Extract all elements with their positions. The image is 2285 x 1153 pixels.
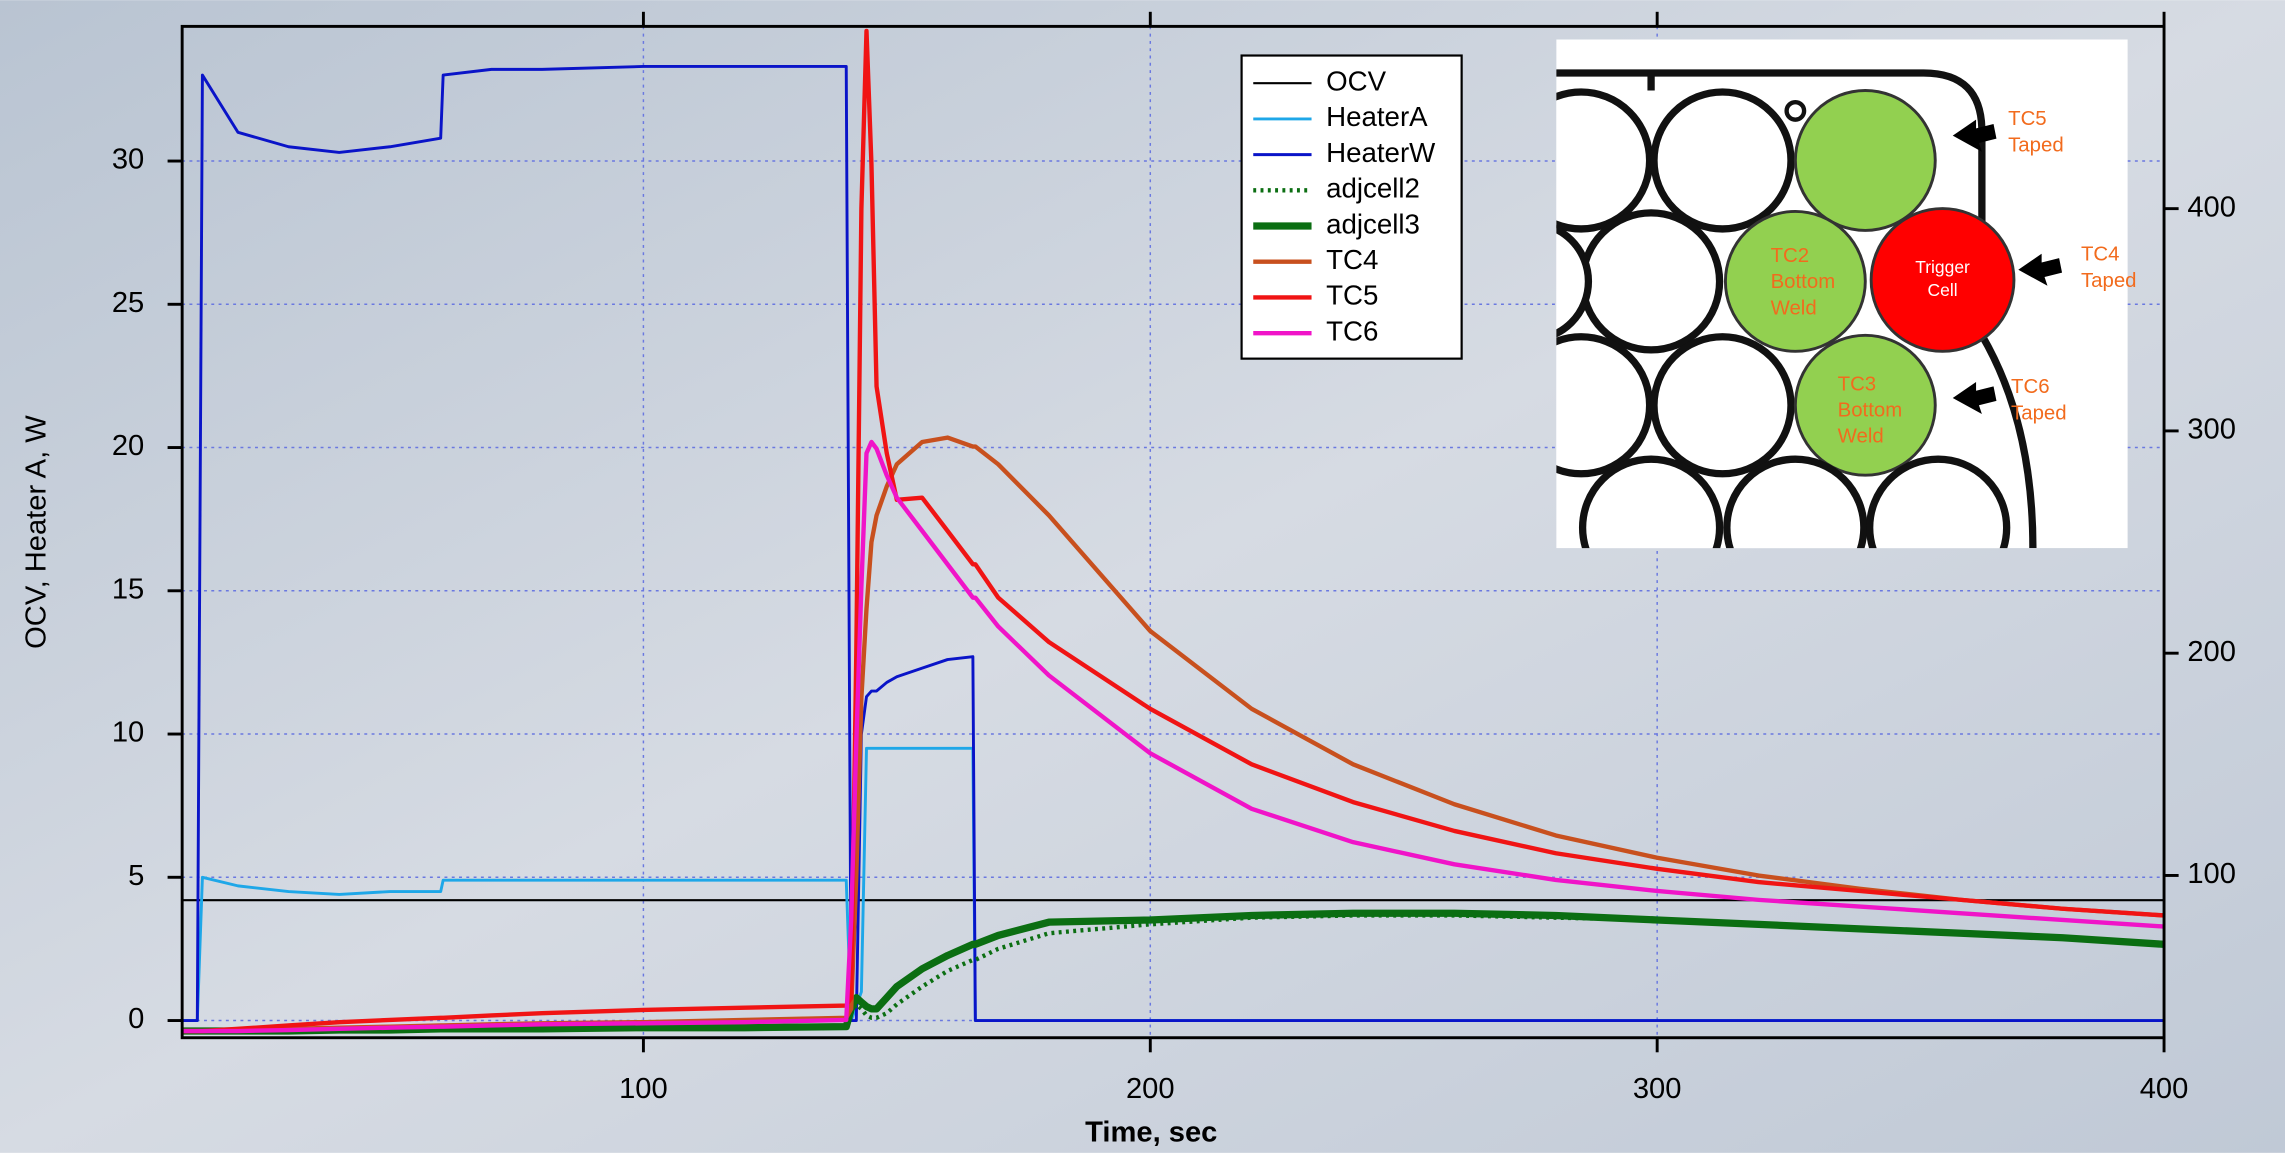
x-tick-label: 400 — [2140, 1073, 2189, 1105]
plot-lines — [182, 28, 2165, 1035]
arrow — [1952, 381, 1997, 415]
cell — [1578, 455, 1724, 549]
trigger-cell — [1869, 207, 2016, 353]
series-line — [182, 64, 2165, 1022]
inset-label: Bottom — [1771, 271, 1836, 293]
y-axis-label: OCV, Heater A, W — [21, 415, 53, 649]
cell-array — [1556, 69, 2037, 549]
inset-label: TC6 — [2011, 376, 2050, 398]
inset-label: Taped — [2081, 270, 2137, 292]
arrow — [2018, 253, 2063, 286]
cell — [1556, 225, 1593, 338]
y-tick-label: 10 — [112, 717, 144, 749]
inset-label: Weld — [1771, 297, 1817, 319]
cell — [1556, 333, 1654, 478]
x-tick-label: 200 — [1126, 1073, 1175, 1105]
x-axis-label: Time, sec — [1085, 1117, 1217, 1149]
cell-tc3 — [1793, 333, 1937, 477]
connector — [1784, 99, 1807, 122]
inset-label: TC5 — [2008, 108, 2047, 130]
y-tick-label: 15 — [112, 573, 144, 605]
cell — [1578, 209, 1724, 354]
y-tick-label: 5 — [128, 860, 144, 892]
y2-tick-label: 200 — [2187, 636, 2236, 668]
inset-diagram — [1556, 39, 2128, 549]
legend-label: HeaterA — [1326, 101, 1428, 132]
arrow — [1952, 119, 1997, 152]
legend-label: TC4 — [1326, 244, 1378, 275]
y-tick-label: 0 — [128, 1003, 144, 1035]
cell — [1723, 455, 1868, 549]
cell-tc5 — [1793, 89, 1937, 232]
series-line — [182, 439, 2165, 1034]
y-tick-label: 20 — [112, 430, 144, 462]
inset-label: TC2 — [1771, 245, 1810, 267]
legend-box — [1240, 54, 1463, 360]
cell — [1650, 333, 1795, 478]
legend-label: adjcell3 — [1326, 208, 1420, 239]
inset-label: Taped — [2008, 134, 2064, 156]
series-line — [182, 909, 2165, 1035]
inset-label: Trigger — [1915, 257, 1970, 277]
inset-label: Bottom — [1838, 399, 1903, 421]
legend-label: OCV — [1326, 66, 1387, 97]
inset-label: TC4 — [2081, 244, 2120, 266]
x-tick-label: 300 — [1633, 1073, 1682, 1105]
inset-label: TC3 — [1838, 373, 1877, 395]
legend: OCV HeaterA HeaterW adjcell2 adjcell3 TC4 TC5 T… — [1240, 54, 1463, 360]
legend-label: HeaterW — [1326, 137, 1436, 168]
y2-tick-label: 100 — [2187, 858, 2236, 890]
axes: 100 200 300 400 0 5 10 15 20 25 30 100 200 300 400 — [112, 11, 2236, 1105]
y2-tick-label: 400 — [2187, 191, 2236, 223]
annotations: TC5 Taped TC4 Taped TC6 Taped TC2 Bottom Weld Tri… — [1771, 108, 2137, 448]
legend-label: TC5 — [1326, 280, 1378, 311]
legend-label: TC6 — [1326, 315, 1378, 346]
inset-label: Weld — [1838, 426, 1884, 448]
legend-label: adjcell2 — [1326, 173, 1420, 204]
plot-frame — [180, 24, 2166, 1040]
cell — [1650, 88, 1795, 233]
inset-label: Taped — [2011, 402, 2067, 424]
series-line — [182, 28, 2165, 1034]
cell — [1866, 455, 2011, 549]
inset-label: Cell — [1927, 280, 1957, 300]
cell-tc2 — [1723, 209, 1867, 353]
series-line — [182, 913, 2165, 1034]
x-tick-label: 100 — [619, 1073, 668, 1105]
y-tick-label: 25 — [112, 287, 144, 319]
y2-tick-label: 300 — [2187, 414, 2236, 446]
y-tick-label: 30 — [112, 144, 144, 176]
cell — [1556, 88, 1654, 233]
